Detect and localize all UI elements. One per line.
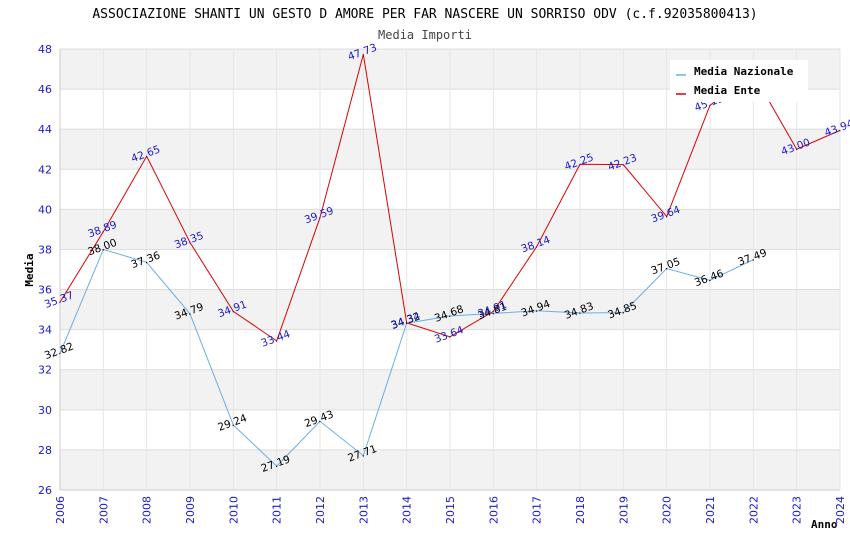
y-tick-label: 34: [38, 324, 52, 337]
y-tick-label: 42: [38, 163, 52, 176]
x-tick-label: 2022: [747, 496, 760, 524]
x-tick-label: 2015: [444, 496, 457, 524]
x-tick-label: 2007: [97, 496, 110, 524]
y-tick-label: 28: [38, 444, 52, 457]
y-tick-label: 38: [38, 243, 52, 256]
chart-subtitle: Media Importi: [378, 28, 472, 42]
y-tick-label: 48: [38, 43, 52, 56]
x-axis-title: Anno: [811, 518, 838, 531]
data-label: 32.82: [43, 341, 75, 363]
data-label: 37.36: [130, 249, 163, 271]
x-tick-label: 2020: [661, 496, 674, 524]
x-tick-label: 2018: [574, 496, 587, 524]
x-tick-label: 2023: [791, 496, 804, 524]
x-tick-label: 2021: [704, 496, 717, 524]
x-tick-label: 2008: [141, 496, 154, 524]
y-tick-labels: 26 28 30 32 34 36 38 40 42 44 46 48: [38, 43, 52, 497]
y-tick-label: 40: [38, 203, 52, 216]
data-label: 33.44: [260, 328, 293, 350]
x-tick-label: 2024: [834, 496, 847, 524]
legend-background: [670, 60, 808, 102]
x-tick-label: 2009: [184, 496, 197, 524]
grid-lines: [59, 48, 841, 491]
x-tick-label: 2014: [401, 496, 414, 524]
y-tick-label: 46: [38, 83, 52, 96]
y-tick-label: 30: [38, 404, 52, 417]
x-tick-label: 2016: [487, 496, 500, 524]
data-label: 36.46: [693, 267, 726, 289]
legend: Media Nazionale Media Ente: [670, 60, 808, 102]
x-tick-label: 2019: [617, 496, 630, 524]
x-tick-label: 2017: [531, 496, 544, 524]
series-lines: [59, 54, 841, 467]
y-tick-label: 44: [38, 123, 52, 136]
series-line: [59, 54, 841, 342]
y-axis-title: Media: [23, 253, 36, 286]
x-tick-label: 2010: [227, 496, 240, 524]
data-label: 29.24: [216, 412, 249, 434]
data-label: 37.49: [736, 247, 768, 269]
x-tick-labels: 2006 2007 2008 2009 2010 2011 2012 2013 2014 2015…: [54, 496, 847, 524]
x-tick-label: 2012: [314, 496, 327, 524]
legend-label: Media Nazionale: [694, 65, 794, 78]
legend-label: Media Ente: [694, 84, 761, 97]
x-tick-label: 2013: [357, 496, 370, 524]
chart-title: ASSOCIAZIONE SHANTI UN GESTO D AMORE PER…: [92, 7, 757, 22]
y-tick-label: 32: [38, 364, 52, 377]
data-label: 37.05: [650, 256, 682, 278]
y-tick-label: 26: [38, 484, 52, 497]
data-label: 29.43: [303, 409, 335, 431]
x-tick-label: 2011: [271, 496, 284, 524]
y-tick-label: 36: [38, 284, 52, 297]
x-tick-label: 2006: [54, 496, 67, 524]
